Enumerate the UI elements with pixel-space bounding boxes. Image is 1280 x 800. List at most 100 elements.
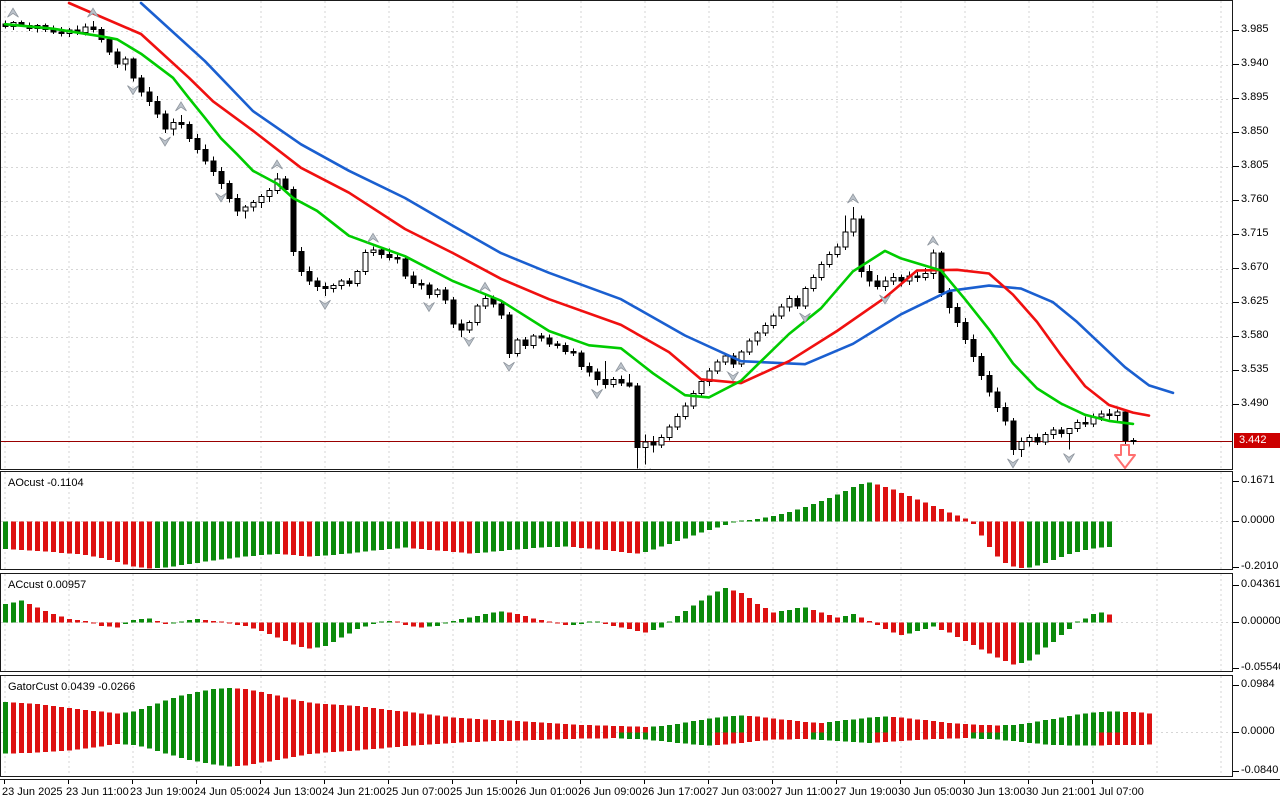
ac-indicator-panel[interactable]: ACcust 0.00957 — [0, 573, 1233, 672]
fractal-down-icon — [591, 389, 603, 400]
histogram-bar — [1083, 713, 1088, 733]
gator-indicator-panel[interactable]: GatorCust 0.0439 -0.0266 — [0, 675, 1233, 777]
histogram-bar — [451, 620, 456, 623]
axis-tick — [1233, 685, 1239, 686]
histogram-bars — [3, 482, 1112, 569]
candle — [842, 215, 849, 251]
histogram-bar — [27, 521, 32, 551]
candle — [442, 287, 449, 304]
histogram-bar — [803, 507, 808, 522]
histogram-bar — [795, 509, 800, 522]
histogram-bar — [83, 709, 88, 733]
candle — [138, 74, 145, 97]
histogram-bar — [883, 486, 888, 522]
time-axis[interactable]: 23 Jun 2025 23 Jun 11:00 23 Jun 19:00 24 Ju… — [0, 779, 1280, 800]
histogram-bar — [787, 720, 792, 733]
histogram-bar — [867, 732, 872, 743]
candle — [714, 359, 721, 375]
candle — [770, 313, 777, 329]
histogram-bar — [467, 718, 472, 733]
histogram-bar — [563, 732, 568, 740]
histogram-bar — [979, 521, 984, 536]
histogram-bar — [347, 521, 352, 554]
histogram-bar — [835, 732, 840, 741]
histogram-bar — [355, 521, 360, 553]
candle — [970, 334, 977, 362]
histogram-bar — [979, 725, 984, 733]
histogram-bar — [347, 732, 352, 751]
histogram-bar — [43, 610, 48, 623]
histogram-bar — [507, 612, 512, 623]
histogram-bar — [875, 716, 880, 733]
candle — [954, 303, 961, 328]
histogram-bar — [251, 732, 256, 765]
histogram-bar — [171, 521, 176, 567]
histogram-bar — [91, 710, 96, 733]
fractal-down-icon — [727, 371, 739, 382]
time-label: 24 Jun 21:00 — [322, 786, 386, 798]
histogram-bar — [779, 514, 784, 522]
histogram-bar — [683, 610, 688, 623]
candle — [186, 121, 193, 143]
histogram-bar — [1003, 521, 1008, 564]
price-chart-canvas[interactable] — [1, 1, 1232, 469]
candle — [114, 48, 121, 69]
time-label: 26 Jun 09:00 — [578, 786, 642, 798]
histogram-bar — [363, 732, 368, 750]
price-chart-panel[interactable] — [0, 0, 1233, 470]
candle — [378, 247, 385, 259]
time-label: 1 Jul 07:00 — [1090, 786, 1144, 798]
axis-label: 3.760 — [1241, 193, 1269, 205]
histogram-bar — [1011, 732, 1016, 741]
histogram-bar — [707, 732, 712, 746]
time-label: 30 Jun 13:00 — [962, 786, 1026, 798]
fractal-up-icon — [367, 232, 379, 243]
histogram-bar — [795, 732, 800, 740]
histogram-bar — [75, 620, 80, 623]
histogram-bar — [715, 591, 720, 623]
axis-label: 3.580 — [1241, 329, 1269, 341]
histogram-bar — [1091, 732, 1096, 746]
ao-indicator-panel[interactable]: AOcust -0.1104 — [0, 471, 1233, 570]
candle — [698, 378, 705, 397]
histogram-bar — [659, 521, 664, 547]
candle — [586, 362, 593, 377]
histogram-bar — [187, 521, 192, 564]
gator-indicator-canvas[interactable] — [1, 676, 1232, 776]
histogram-bar — [235, 732, 240, 766]
histogram-bar — [1003, 732, 1008, 741]
candle — [1122, 408, 1129, 446]
ac-indicator-canvas[interactable] — [1, 574, 1232, 671]
price-axis[interactable]: 3.985 3.940 3.895 3.850 3.805 3.760 3.715 3.670… — [1233, 0, 1280, 779]
histogram-bar — [683, 732, 688, 744]
histogram-bar — [203, 690, 208, 733]
histogram-bar — [19, 732, 24, 753]
histogram-bar — [459, 521, 464, 553]
histogram-bar — [731, 732, 736, 744]
histogram-bar — [435, 521, 440, 551]
histogram-bar — [315, 521, 320, 557]
histogram-bar — [651, 521, 656, 550]
time-tick — [196, 780, 197, 784]
histogram-bar — [1043, 732, 1048, 745]
fractal-down-icon — [1007, 458, 1019, 469]
candle — [514, 337, 521, 357]
histogram-bar — [867, 620, 872, 623]
ao-indicator-canvas[interactable] — [1, 472, 1232, 569]
fractal-up-icon — [847, 193, 859, 204]
histogram-bar — [643, 622, 648, 633]
histogram-bar — [1107, 711, 1112, 733]
histogram-bar — [587, 621, 592, 623]
histogram-bar — [11, 702, 16, 733]
time-tick — [68, 780, 69, 784]
sell-signal-arrow-icon[interactable] — [1114, 444, 1136, 469]
histogram-bar — [139, 708, 144, 733]
candle — [570, 348, 577, 356]
histogram-bar — [739, 520, 744, 522]
histogram-bar — [403, 521, 408, 548]
histogram-bar — [619, 521, 624, 553]
histogram-bar — [1099, 612, 1104, 623]
histogram-bar — [139, 732, 144, 747]
histogram-bar — [403, 732, 408, 747]
histogram-bar — [627, 521, 632, 553]
